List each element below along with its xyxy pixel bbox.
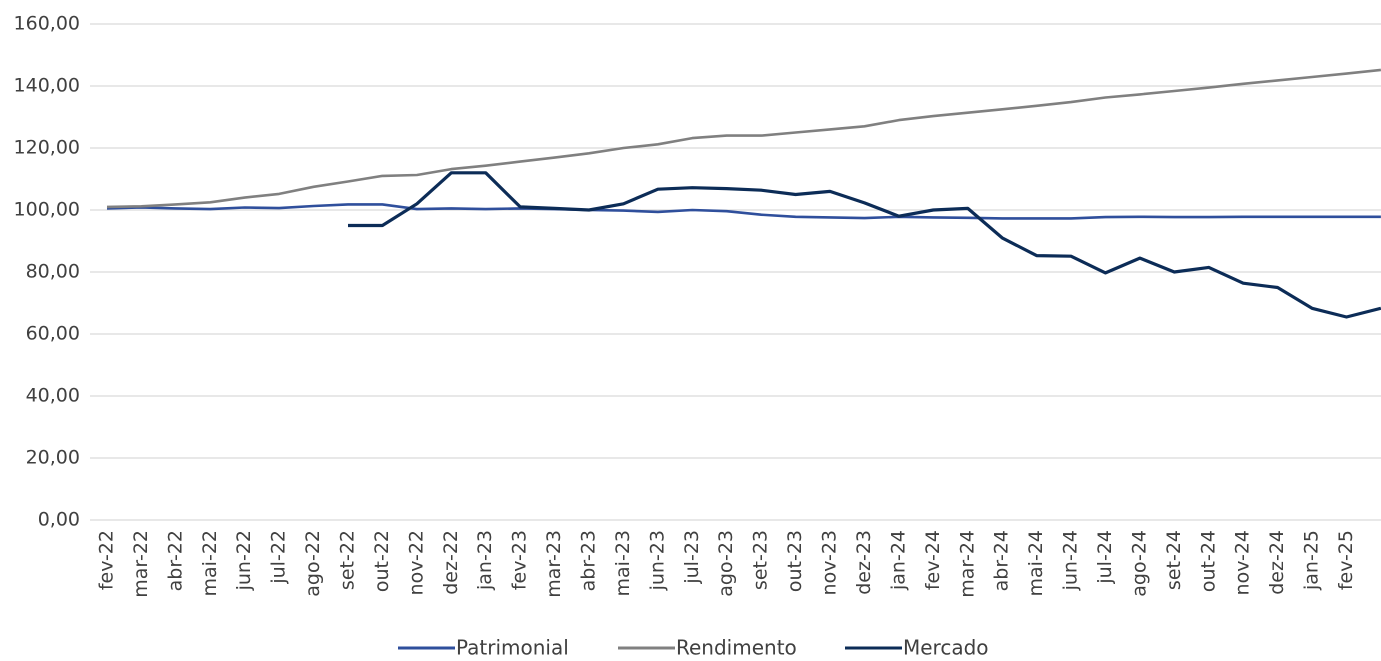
x-tick-label: ago-23 bbox=[715, 530, 737, 597]
x-tick-label: abr-24 bbox=[991, 530, 1013, 591]
x-tick-label: mar-22 bbox=[130, 530, 152, 598]
x-tick-label: dez-24 bbox=[1266, 530, 1288, 595]
x-tick-label: dez-23 bbox=[853, 530, 875, 595]
x-tick-label: set-24 bbox=[1163, 530, 1185, 590]
series-line bbox=[348, 171, 1381, 319]
x-tick-label: nov-23 bbox=[819, 530, 841, 595]
x-tick-label: mar-23 bbox=[543, 530, 565, 598]
x-tick-label: fev-25 bbox=[1335, 530, 1357, 590]
legend-label: Patrimonial bbox=[456, 636, 569, 660]
x-tick-label: set-23 bbox=[750, 530, 772, 590]
x-tick-label: jan-25 bbox=[1301, 530, 1323, 591]
x-tick-label: fev-23 bbox=[509, 530, 531, 590]
y-tick-label: 0,00 bbox=[38, 509, 80, 531]
x-tick-label: mar-24 bbox=[956, 530, 978, 598]
x-tick-label: jan-23 bbox=[474, 530, 496, 591]
x-tick-label: jan-24 bbox=[887, 530, 909, 591]
x-tick-label: fev-22 bbox=[96, 530, 118, 590]
x-tick-label: jul-24 bbox=[1094, 530, 1116, 585]
x-tick-label: jul-22 bbox=[268, 530, 290, 585]
x-tick-label: abr-22 bbox=[164, 530, 186, 591]
x-tick-label: jun-22 bbox=[233, 530, 255, 591]
y-tick-label: 20,00 bbox=[26, 447, 80, 469]
x-tick-label: jun-24 bbox=[1060, 530, 1082, 591]
y-tick-label: 120,00 bbox=[14, 137, 80, 159]
y-tick-label: 140,00 bbox=[14, 75, 80, 97]
x-tick-label: mai-23 bbox=[612, 530, 634, 596]
x-tick-label: out-24 bbox=[1197, 530, 1219, 592]
x-tick-label: nov-22 bbox=[405, 530, 427, 595]
x-tick-label: fev-24 bbox=[922, 530, 944, 590]
y-tick-label: 160,00 bbox=[14, 13, 80, 35]
x-tick-label: jul-23 bbox=[681, 530, 703, 585]
x-tick-label: mai-24 bbox=[1025, 530, 1047, 596]
x-tick-label: ago-22 bbox=[302, 530, 324, 597]
x-tick-label: abr-23 bbox=[578, 530, 600, 591]
x-tick-label: nov-24 bbox=[1232, 530, 1254, 595]
legend-label: Mercado bbox=[903, 636, 989, 660]
x-tick-label: dez-22 bbox=[440, 530, 462, 595]
series-line bbox=[106, 68, 1381, 209]
y-tick-label: 100,00 bbox=[14, 199, 80, 221]
x-tick-label: ago-24 bbox=[1128, 530, 1150, 597]
legend-label: Rendimento bbox=[676, 636, 797, 660]
y-tick-label: 40,00 bbox=[26, 385, 80, 407]
y-tick-label: 80,00 bbox=[26, 261, 80, 283]
y-tick-label: 60,00 bbox=[26, 323, 80, 345]
x-tick-label: jun-23 bbox=[646, 530, 668, 591]
x-tick-label: mai-22 bbox=[199, 530, 221, 596]
series-line bbox=[106, 203, 1381, 220]
x-tick-label: set-22 bbox=[337, 530, 359, 590]
x-tick-label: out-23 bbox=[784, 530, 806, 592]
x-tick-label: out-22 bbox=[371, 530, 393, 592]
